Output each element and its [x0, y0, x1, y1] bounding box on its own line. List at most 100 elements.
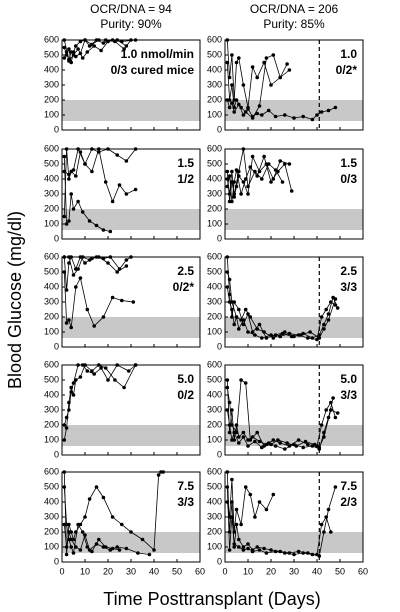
data-point [225, 38, 230, 42]
data-point [64, 147, 69, 151]
data-point [94, 485, 99, 489]
data-point [62, 485, 67, 489]
series-line [226, 479, 274, 533]
data-point [83, 162, 87, 166]
data-point [232, 192, 236, 196]
data-point [237, 307, 241, 312]
y-tick-label: 200 [44, 526, 59, 536]
data-point [232, 110, 236, 114]
data-point [248, 438, 253, 442]
x-tick-label: 50 [335, 566, 345, 576]
data-point [301, 445, 306, 450]
data-point [133, 363, 138, 367]
data-point [237, 545, 241, 549]
normal-range-band [62, 100, 200, 121]
data-point [115, 545, 119, 549]
data-point [292, 116, 296, 120]
data-point [64, 522, 69, 527]
data-point [227, 515, 232, 519]
data-point [97, 147, 101, 151]
y-tick-label: 400 [44, 281, 59, 291]
data-point [227, 174, 232, 178]
data-point [317, 445, 322, 450]
data-point [122, 385, 126, 390]
x-tick-label: 60 [195, 566, 205, 576]
data-point [292, 552, 296, 557]
data-point [80, 210, 85, 214]
data-point [71, 381, 76, 385]
data-point [230, 169, 234, 174]
x-tick-label: 60 [358, 566, 368, 576]
data-point [124, 258, 129, 262]
data-point [319, 110, 324, 114]
y-tick-label: 0 [54, 449, 59, 459]
y-tick-label: 500 [44, 266, 59, 276]
data-point [225, 255, 230, 259]
data-point [301, 114, 306, 119]
data-point [260, 113, 264, 117]
data-point [308, 330, 312, 334]
data-point [306, 442, 310, 447]
data-point [250, 330, 255, 334]
data-point [271, 53, 276, 57]
data-point [239, 192, 243, 196]
data-point [239, 318, 243, 322]
y-tick-label: 300 [207, 404, 222, 414]
data-point [62, 154, 67, 159]
data-point [234, 430, 239, 435]
y-tick-label: 500 [207, 158, 222, 168]
y-tick-label: 0 [217, 233, 222, 243]
data-point [234, 507, 239, 512]
data-point [62, 255, 67, 259]
y-tick-label: 600 [44, 251, 59, 261]
data-point [294, 444, 299, 448]
x-tick-label: 0 [222, 566, 227, 576]
y-tick-label: 100 [207, 218, 222, 228]
data-point [156, 473, 161, 477]
data-point [283, 551, 287, 555]
panel-annotation: 7.5 [340, 479, 357, 493]
data-point [333, 415, 338, 420]
y-tick-label: 300 [207, 296, 222, 306]
data-point [269, 548, 273, 552]
data-point [278, 334, 283, 339]
data-point [296, 549, 301, 554]
data-point [331, 396, 335, 400]
data-point [273, 168, 278, 172]
y-tick-label: 0 [217, 341, 222, 351]
y-tick-label: 200 [207, 526, 222, 536]
data-point [62, 56, 67, 60]
y-tick-label: 200 [44, 94, 59, 104]
data-point [78, 51, 83, 56]
data-point [147, 552, 152, 557]
y-tick-label: 100 [44, 218, 59, 228]
data-point [237, 441, 241, 445]
data-point [133, 147, 138, 151]
data-point [99, 366, 103, 370]
data-point [97, 38, 101, 42]
data-point [260, 177, 264, 181]
data-point [255, 174, 259, 178]
data-point [239, 378, 243, 382]
normal-range-band [225, 317, 363, 338]
data-point [319, 423, 324, 427]
data-point [322, 435, 326, 439]
data-point [243, 110, 248, 114]
data-point [225, 270, 230, 274]
x-tick-label: 0 [59, 566, 64, 576]
normal-range-band [62, 317, 200, 338]
data-point [253, 439, 257, 444]
data-point [85, 307, 90, 312]
series-line [226, 155, 290, 198]
data-point [76, 47, 80, 51]
data-point [243, 307, 248, 312]
panel-annotation: 2.5 [340, 264, 357, 278]
data-point [97, 363, 101, 367]
y-tick-label: 300 [44, 511, 59, 521]
data-point [80, 363, 85, 367]
data-point [124, 159, 129, 163]
data-point [273, 333, 278, 337]
data-point [234, 423, 239, 427]
y-tick-label: 600 [207, 34, 222, 44]
